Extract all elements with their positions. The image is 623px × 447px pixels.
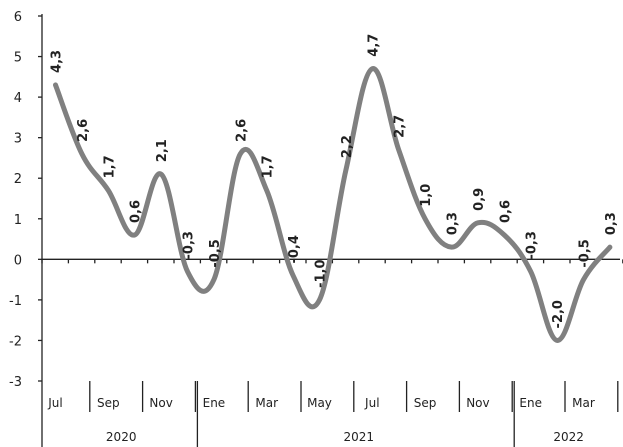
data-label: 1,7 bbox=[261, 155, 276, 178]
y-tick-label: 1 bbox=[14, 213, 22, 228]
month-label: May bbox=[307, 396, 332, 410]
data-label: 0,9 bbox=[472, 188, 487, 211]
year-label: 2021 bbox=[344, 430, 375, 444]
data-label: 0,6 bbox=[498, 200, 513, 223]
data-label: 0,3 bbox=[446, 212, 461, 235]
month-label: Sep bbox=[414, 396, 437, 410]
y-tick-label: -3 bbox=[9, 375, 22, 390]
year-label: 2020 bbox=[106, 430, 137, 444]
data-label: 2,1 bbox=[155, 139, 170, 162]
y-tick-label: 5 bbox=[14, 51, 22, 66]
data-label: -0,4 bbox=[287, 235, 302, 263]
month-label: Nov bbox=[466, 396, 489, 410]
data-label: 1,7 bbox=[102, 155, 117, 178]
month-label: Nov bbox=[149, 396, 172, 410]
data-label: 4,3 bbox=[50, 50, 65, 73]
data-label: 2,2 bbox=[340, 135, 355, 158]
y-tick-label: -2 bbox=[9, 334, 22, 349]
data-label: -1,0 bbox=[314, 259, 329, 287]
month-label: Mar bbox=[255, 396, 278, 410]
y-tick-label: 3 bbox=[14, 132, 22, 147]
month-label: Sep bbox=[97, 396, 120, 410]
data-label: 0,6 bbox=[129, 200, 144, 223]
data-label: -0,3 bbox=[525, 231, 540, 259]
data-labels: 4,3 2,6 1,7 0,6 2,1 -0,3 -0,5 2,6 1,7 -0,4 -1,0 2,2… bbox=[50, 34, 619, 329]
y-axis: 6 5 4 3 2 1 0 -1 -2 -3 bbox=[9, 10, 43, 447]
x-axis: Jul Sep Nov Ene Mar May Jul Sep Nov Ene Mar 2020 202… bbox=[41, 258, 623, 447]
data-label: -2,0 bbox=[551, 300, 566, 328]
y-tick-label: 0 bbox=[14, 253, 22, 268]
data-label: 4,7 bbox=[366, 34, 381, 57]
y-tick-label: 2 bbox=[14, 172, 22, 187]
month-label: Mar bbox=[572, 396, 595, 410]
month-label: Jul bbox=[364, 396, 379, 410]
y-tick-label: -1 bbox=[9, 294, 22, 309]
month-label: Ene bbox=[203, 396, 226, 410]
month-label: Jul bbox=[47, 396, 62, 410]
data-label: 1,0 bbox=[419, 184, 434, 207]
data-label: 0,3 bbox=[604, 212, 619, 235]
data-label: -0,3 bbox=[182, 231, 197, 259]
y-tick-label: 6 bbox=[14, 10, 22, 25]
data-label: 2,7 bbox=[393, 115, 408, 138]
data-label: -0,5 bbox=[578, 239, 593, 267]
month-label: Ene bbox=[519, 396, 542, 410]
year-label: 2022 bbox=[553, 430, 584, 444]
data-label: 2,6 bbox=[234, 119, 249, 142]
data-label: -0,5 bbox=[208, 239, 223, 267]
series-line bbox=[53, 66, 613, 343]
y-tick-label: 4 bbox=[14, 91, 22, 106]
series bbox=[53, 66, 613, 343]
data-label: 2,6 bbox=[76, 119, 91, 142]
